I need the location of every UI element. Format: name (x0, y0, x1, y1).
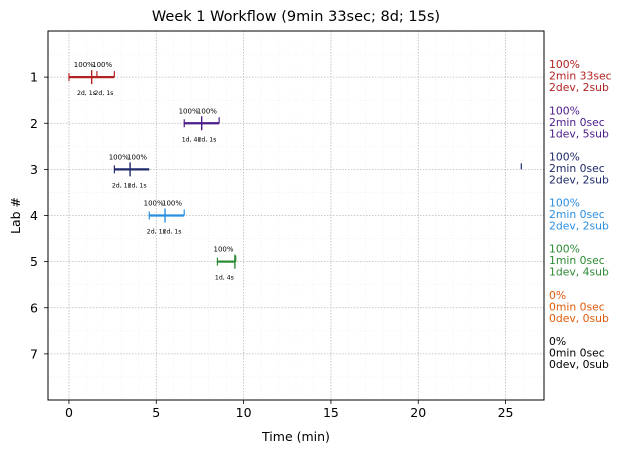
lab-2-info-label: 1d, 4s (182, 136, 201, 143)
lab-4-info-label: 2d, 1s (163, 229, 182, 236)
lab-1-info-label: 2d, 1s (94, 90, 113, 97)
x-tick-label: 5 (152, 405, 160, 420)
lab-2-summary-line: 1dev, 5sub (549, 127, 609, 140)
y-tick-label: 6 (30, 300, 38, 315)
lab-5-summary-line: 1dev, 4sub (549, 266, 609, 279)
lab-4-summary-line: 2min 0sec (549, 208, 605, 221)
x-axis-label: Time (min) (261, 429, 330, 444)
lab-2-summary-line: 100% (549, 104, 580, 117)
lab-6-summary-line: 0dev, 0sub (549, 312, 609, 325)
lab-5-summary-line: 1min 0sec (549, 254, 605, 267)
lab-3-pct-label: 100% (109, 153, 129, 161)
x-tick-label: 15 (323, 405, 339, 420)
lab-4-pct-label: 100% (144, 200, 164, 208)
lab-4-summary-line: 2dev, 2sub (549, 220, 609, 233)
lab-1-pct-label: 100% (92, 61, 112, 69)
lab-4-summary-line: 100% (549, 197, 580, 210)
y-tick-label: 1 (30, 70, 38, 85)
lab-3-info-label: 2d, 1s (128, 182, 147, 189)
lab-1-pct-label: 100% (74, 61, 94, 69)
lab-5-pct-label: 100% (214, 246, 234, 254)
lab-6-summary-line: 0min 0sec (549, 300, 605, 313)
lab-3-summary-line: 2min 0sec (549, 162, 605, 175)
plot-frame (47, 30, 545, 401)
x-tick-label: 0 (65, 405, 73, 420)
lab-7-summary-line: 0dev, 0sub (549, 358, 609, 371)
lab-3-info-label: 2d, 1s (112, 182, 131, 189)
chart-title: Week 1 Workflow (9min 33sec; 8d; 15s) (152, 9, 440, 25)
lab-1-summary-line: 100% (549, 58, 580, 71)
y-tick-label: 5 (30, 254, 38, 269)
x-axis-ticks: 0 5 10 15 20 25 (65, 400, 514, 420)
y-tick-label: 2 (30, 116, 38, 131)
lab-2-pct-label: 100% (179, 107, 199, 115)
minor-gridlines (48, 31, 544, 400)
major-gridlines (48, 31, 544, 400)
lab-1-summary-line: 2min 33sec (549, 70, 612, 83)
lab-1-info-label: 2d, 1s (77, 90, 96, 97)
lab-2-pct-label: 100% (197, 107, 217, 115)
lab-2-info-label: 2d, 1s (197, 136, 216, 143)
lab-3-summary-line: 100% (549, 150, 580, 163)
lab-7-summary-line: 0min 0sec (549, 346, 605, 359)
lab-1-summary-line: 2dev, 2sub (549, 81, 609, 94)
y-tick-label: 3 (30, 162, 38, 177)
x-tick-label: 20 (410, 405, 426, 420)
lab-6-summary-line: 0% (549, 289, 566, 302)
x-tick-label: 10 (236, 405, 252, 420)
lab-4-pct-label: 100% (162, 200, 182, 208)
y-tick-label: 4 (30, 208, 38, 223)
lab-3-summary-line: 2dev, 2sub (549, 173, 609, 186)
x-tick-label: 25 (498, 405, 514, 420)
lab-5-info-label: 1d, 4s (215, 275, 234, 282)
y-axis-ticks: 1 2 3 4 5 6 7 (30, 70, 48, 361)
lab-5-summary-line: 100% (549, 243, 580, 256)
lab-2-summary-line: 2min 0sec (549, 116, 605, 129)
lab-4-info-label: 2d, 1s (147, 229, 166, 236)
lab-3-pct-label: 100% (127, 153, 147, 161)
lab-7-summary-line: 0% (549, 335, 566, 348)
y-axis-label: Lab # (8, 197, 23, 234)
y-tick-label: 7 (30, 346, 38, 361)
